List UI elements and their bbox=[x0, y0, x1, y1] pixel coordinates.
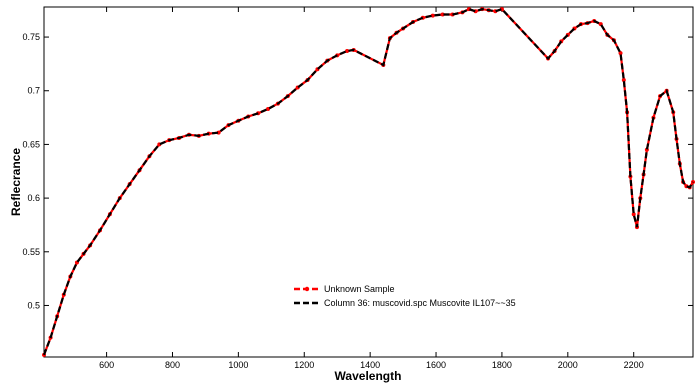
y-tick-label: 0.5 bbox=[27, 300, 40, 310]
x-axis-title: Wavelength bbox=[335, 369, 402, 383]
data-point-unknown-sample bbox=[430, 13, 435, 18]
y-tick-label: 0.75 bbox=[22, 32, 40, 42]
y-tick-label: 0.55 bbox=[22, 247, 40, 257]
x-tick-label: 600 bbox=[99, 360, 114, 370]
legend-box bbox=[290, 282, 560, 310]
y-tick-label: 0.7 bbox=[27, 86, 40, 96]
legend-marker-unknown-sample bbox=[304, 286, 310, 292]
x-tick-label: 1800 bbox=[492, 360, 512, 370]
legend: Unknown Sample Column 36: muscovid.spc M… bbox=[290, 282, 560, 310]
tick-labels: 600 800 1000 1200 1400 1600 1800 2000 2200 0.5 0.5… bbox=[22, 32, 643, 370]
x-tick-label: 1600 bbox=[426, 360, 446, 370]
x-tick-label: 1400 bbox=[360, 360, 380, 370]
series-layer bbox=[42, 7, 695, 357]
y-tick-label: 0.65 bbox=[22, 139, 40, 149]
x-tick-label: 1200 bbox=[294, 360, 314, 370]
legend-label-unknown-sample: Unknown Sample bbox=[324, 284, 395, 294]
y-tick-label: 0.6 bbox=[27, 193, 40, 203]
x-tick-label: 2000 bbox=[558, 360, 578, 370]
data-point-unknown-sample bbox=[631, 212, 636, 217]
x-tick-label: 2200 bbox=[624, 360, 644, 370]
x-tick-label: 800 bbox=[165, 360, 180, 370]
data-point-unknown-sample bbox=[621, 78, 626, 83]
y-axis-title: Reflecrance bbox=[9, 148, 23, 216]
data-point-unknown-sample bbox=[345, 49, 350, 54]
legend-label-muscovite: Column 36: muscovid.spc Muscovite IL107~… bbox=[324, 298, 516, 308]
data-point-unknown-sample bbox=[618, 51, 623, 56]
x-tick-label: 1000 bbox=[228, 360, 248, 370]
